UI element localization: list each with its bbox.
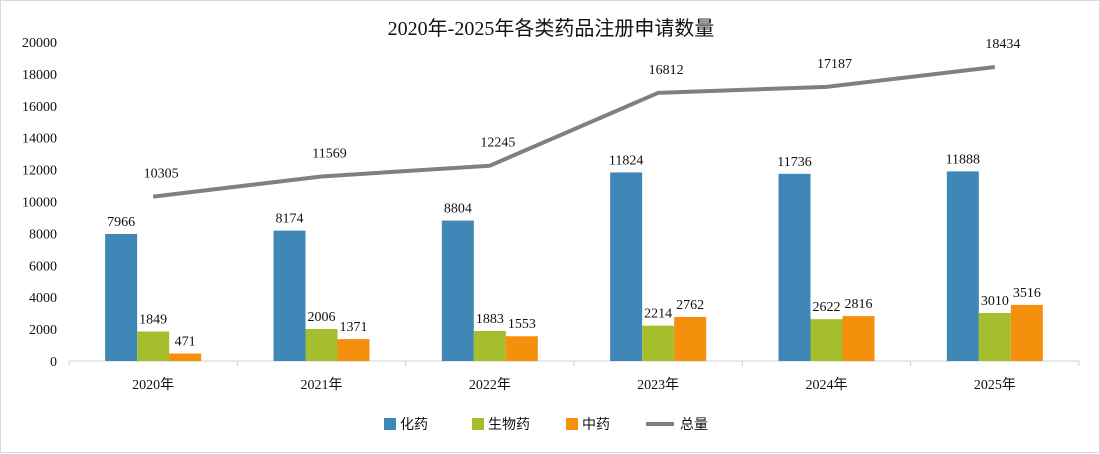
- data-label-总量-2024年: 17187: [817, 57, 852, 72]
- data-label-中药-2022年: 1553: [508, 317, 536, 332]
- legend-swatch-化药: [384, 418, 396, 430]
- y-tick-label-2000: 2000: [29, 323, 57, 338]
- y-tick-label-0: 0: [50, 355, 57, 370]
- bar-生物药-2021年: [305, 329, 338, 361]
- bar-中药-2022年: [505, 336, 538, 361]
- legend-swatch-生物药: [472, 418, 484, 430]
- bar-series-group: [105, 171, 1043, 361]
- bar-化药-2024年: [778, 173, 811, 361]
- line-series-group: [152, 64, 996, 199]
- bar-生物药-2020年: [137, 331, 170, 361]
- data-label-化药-2024年: 11736: [777, 155, 811, 170]
- data-label-中药-2023年: 2762: [676, 298, 704, 313]
- bar-生物药-2025年: [978, 312, 1011, 361]
- y-axis: 0 2000 4000 6000 8000 10000 12000 14000 16000 180…: [22, 36, 57, 370]
- y-tick-label-4000: 4000: [29, 291, 57, 306]
- legend-label-化药: 化药: [400, 417, 428, 433]
- data-label-化药-2023年: 11824: [609, 153, 643, 168]
- data-label-化药-2022年: 8804: [444, 202, 472, 217]
- bar-生物药-2022年: [473, 330, 506, 361]
- data-label-中药-2024年: 2816: [845, 297, 873, 312]
- x-axis: 2020年 2021年 2022年 2023年 2024年 2025年: [68, 360, 1080, 393]
- data-label-总量-2022年: 12245: [480, 136, 515, 151]
- data-label-总量-2021年: 11569: [312, 146, 346, 161]
- bar-生物药-2023年: [642, 325, 675, 361]
- legend: 化药 生物药 中药 总量: [384, 417, 708, 433]
- x-tick-label-2024年: 2024年: [806, 377, 848, 393]
- data-label-中药-2021年: 1371: [340, 320, 368, 335]
- x-tick-label-2025年: 2025年: [974, 377, 1016, 393]
- x-tick-label-2021年: 2021年: [301, 377, 343, 393]
- data-label-化药-2020年: 7966: [107, 215, 135, 230]
- y-tick-label-8000: 8000: [29, 227, 57, 242]
- y-tick-label-18000: 18000: [22, 68, 57, 83]
- x-tick-label-2022年: 2022年: [469, 377, 511, 393]
- data-label-中药-2020年: 471: [175, 334, 196, 349]
- bar-化药-2021年: [273, 230, 306, 361]
- bar-中药-2020年: [169, 353, 202, 361]
- data-label-生物药-2021年: 2006: [308, 310, 336, 325]
- data-label-生物药-2023年: 2214: [644, 307, 672, 322]
- y-tick-label-10000: 10000: [22, 196, 57, 211]
- legend-label-中药: 中药: [582, 417, 610, 433]
- data-label-生物药-2020年: 1849: [139, 313, 167, 328]
- bar-化药-2020年: [105, 233, 138, 361]
- line-总量: [152, 64, 996, 199]
- bar-中药-2025年: [1010, 304, 1043, 361]
- y-tick-label-20000: 20000: [22, 36, 57, 51]
- y-tick-label-14000: 14000: [22, 132, 57, 147]
- bar-中药-2023年: [674, 316, 707, 361]
- data-label-总量-2025年: 18434: [985, 37, 1020, 52]
- y-tick-label-12000: 12000: [22, 164, 57, 179]
- legend-swatch-中药: [566, 418, 578, 430]
- data-label-化药-2025年: 11888: [946, 152, 980, 167]
- x-tick-label-2023年: 2023年: [637, 377, 679, 393]
- y-tick-label-6000: 6000: [29, 259, 57, 274]
- data-label-总量-2023年: 16812: [649, 63, 684, 78]
- x-tick-label-2020年: 2020年: [132, 377, 174, 393]
- bar-化药-2022年: [441, 220, 474, 361]
- data-labels-group: 7966 8174 8804 11824 11736 11888 1849 2006 1883 2…: [107, 37, 1041, 350]
- data-label-生物药-2024年: 2622: [813, 300, 841, 315]
- bar-化药-2023年: [610, 172, 643, 361]
- y-tick-label-16000: 16000: [22, 100, 57, 115]
- bar-生物药-2024年: [810, 319, 843, 361]
- data-label-生物药-2022年: 1883: [476, 312, 504, 327]
- legend-label-生物药: 生物药: [488, 417, 530, 433]
- data-label-中药-2025年: 3516: [1013, 286, 1041, 301]
- data-label-总量-2020年: 10305: [144, 167, 179, 182]
- bar-中药-2021年: [337, 339, 370, 361]
- bar-中药-2024年: [842, 316, 875, 361]
- data-label-生物药-2025年: 3010: [981, 294, 1009, 309]
- chart-title: 2020年-2025年各类药品注册申请数量: [388, 17, 715, 40]
- legend-label-总量: 总量: [680, 417, 708, 433]
- data-label-化药-2021年: 8174: [276, 212, 304, 227]
- bar-化药-2025年: [946, 171, 979, 361]
